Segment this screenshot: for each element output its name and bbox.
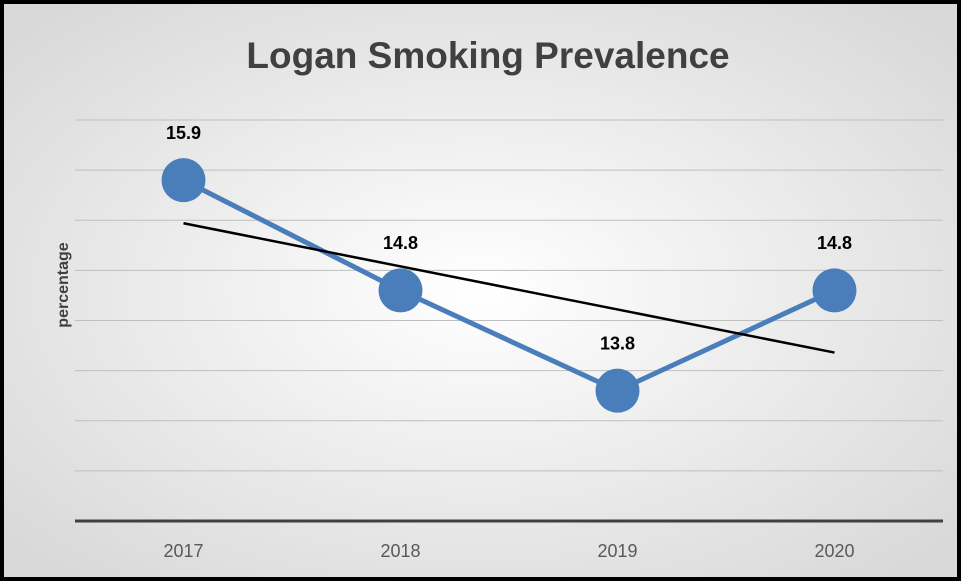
x-tick-label: 2020 [814,541,854,561]
data-point [812,268,857,313]
y-axis-label: percentage [55,242,72,327]
data-label: 14.8 [383,233,418,253]
trendline [183,222,835,354]
x-tick-label: 2018 [380,541,420,561]
series-line [182,177,836,394]
x-tick-label: 2017 [163,541,203,561]
data-label: 15.9 [166,123,201,143]
data-label: 14.8 [817,233,852,253]
data-point [161,158,206,203]
x-tick-label: 2019 [597,541,637,561]
chart-title: Logan Smoking Prevalence [246,35,729,76]
data-point [595,368,640,413]
data-point [378,268,423,313]
data-label: 13.8 [600,333,635,353]
